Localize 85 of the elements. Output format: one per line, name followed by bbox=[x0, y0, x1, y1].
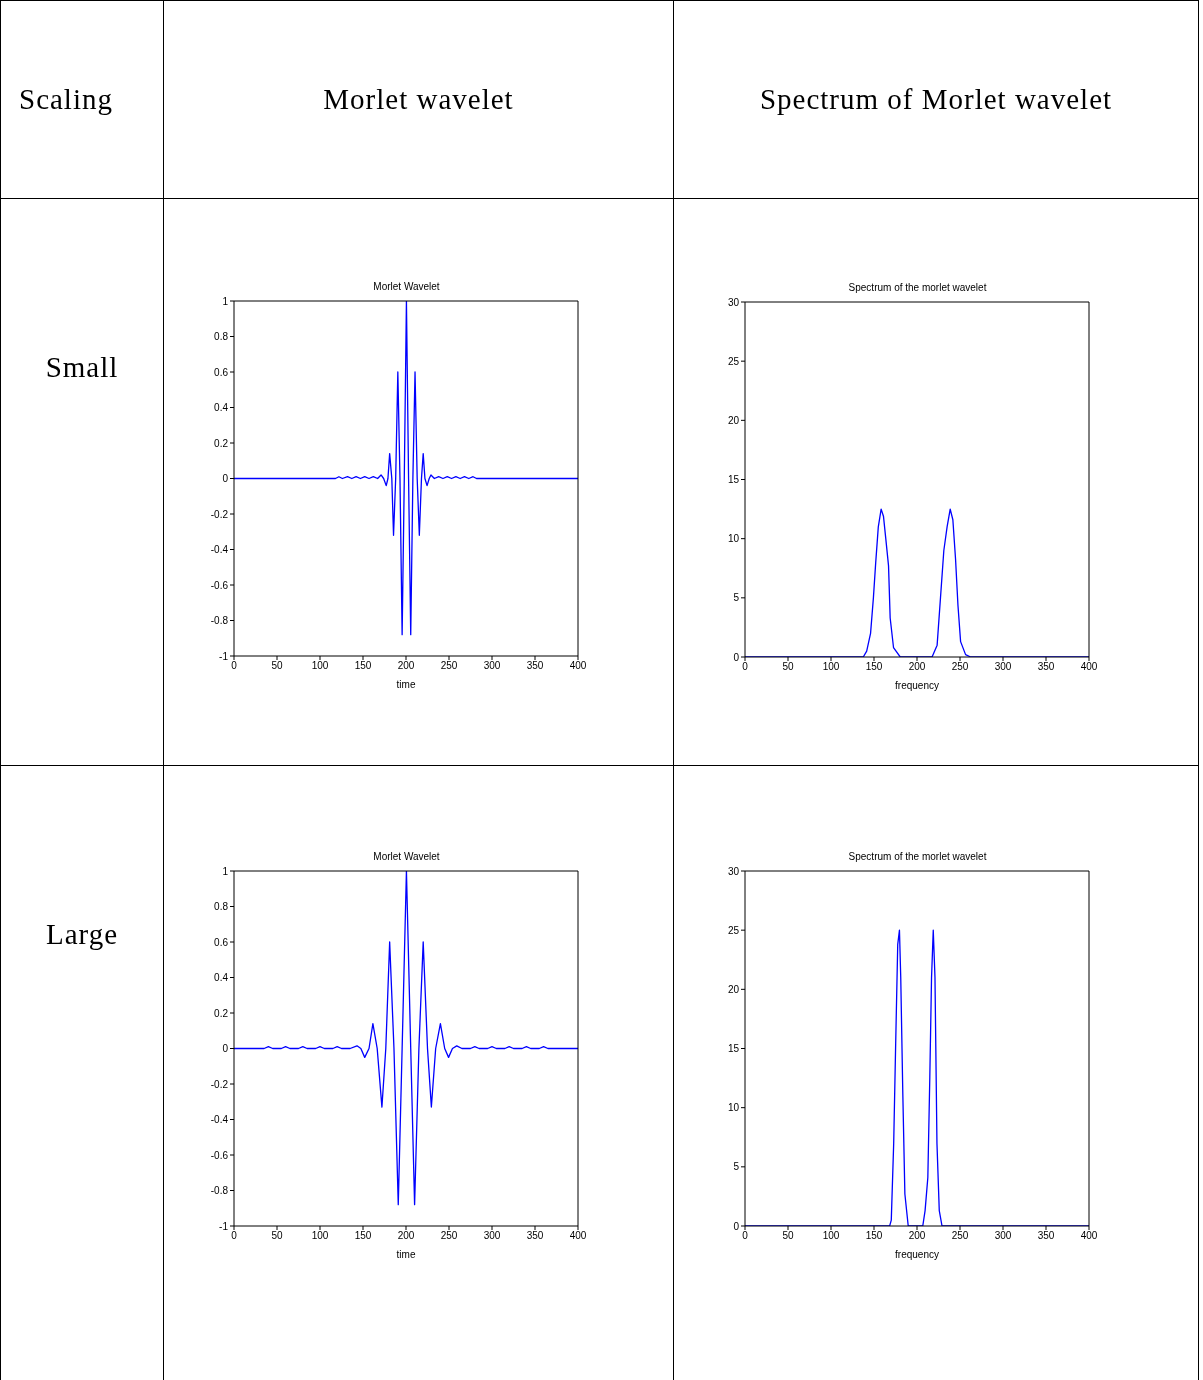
x-tick-label: 100 bbox=[822, 661, 840, 673]
x-tick-label: 300 bbox=[994, 661, 1012, 673]
x-tick-label: 200 bbox=[908, 661, 926, 673]
x-tick-label: 150 bbox=[865, 661, 883, 673]
y-tick-label: 20 bbox=[727, 414, 740, 426]
x-tick-label: 200 bbox=[397, 660, 415, 672]
y-tick-label: 0.6 bbox=[214, 936, 229, 948]
x-tick-label: 200 bbox=[397, 1230, 415, 1242]
x-tick-label: 400 bbox=[569, 660, 587, 672]
y-tick-label: 1 bbox=[222, 865, 229, 877]
y-tick-label: 10 bbox=[727, 1102, 740, 1114]
y-tick-label: -0.4 bbox=[210, 1114, 229, 1126]
y-tick-label: 30 bbox=[727, 296, 740, 308]
x-tick-label: 400 bbox=[569, 1230, 587, 1242]
x-tick-label: 250 bbox=[951, 1230, 969, 1242]
y-tick-label: 5 bbox=[733, 1161, 740, 1173]
x-tick-label: 50 bbox=[782, 661, 794, 673]
text: Spectrum of Morlet wavelet bbox=[759, 83, 1113, 116]
y-tick-label: -0.2 bbox=[210, 508, 229, 520]
y-tick-label: 1 bbox=[222, 295, 229, 307]
x-tick-label: 0 bbox=[742, 661, 749, 673]
x-tick-label: 150 bbox=[865, 1230, 883, 1242]
y-tick-label: -0.8 bbox=[210, 1185, 229, 1197]
y-tick-label: 0 bbox=[222, 473, 229, 485]
x-tick-label: 250 bbox=[440, 660, 458, 672]
y-tick-label: 0 bbox=[733, 651, 740, 663]
x-tick-label: 100 bbox=[822, 1230, 840, 1242]
x-tick-label: 0 bbox=[231, 1230, 238, 1242]
y-tick-label: 30 bbox=[727, 865, 740, 877]
x-tick-label: 350 bbox=[1037, 661, 1055, 673]
y-tick-label: -1 bbox=[219, 1220, 229, 1232]
x-axis-title: frequency bbox=[895, 1249, 939, 1260]
x-tick-label: 300 bbox=[483, 660, 501, 672]
y-tick-label: 20 bbox=[727, 983, 740, 995]
y-tick-label: -0.4 bbox=[210, 544, 229, 556]
y-tick-label: 0 bbox=[222, 1043, 229, 1055]
y-tick-label: 5 bbox=[733, 592, 740, 604]
x-tick-label: 100 bbox=[311, 660, 329, 672]
y-tick-label: 0.4 bbox=[214, 972, 229, 984]
x-axis-title: time bbox=[396, 1249, 416, 1260]
chart-title: Spectrum of the morlet wavelet bbox=[847, 282, 988, 295]
y-tick-label: 0.6 bbox=[214, 366, 229, 378]
y-tick-label: 0.2 bbox=[214, 1007, 229, 1019]
y-tick-label: 0.8 bbox=[214, 901, 229, 913]
x-tick-label: 250 bbox=[440, 1230, 458, 1242]
y-tick-label: 15 bbox=[727, 474, 740, 486]
x-tick-label: 400 bbox=[1080, 661, 1098, 673]
y-tick-label: 0 bbox=[733, 1220, 740, 1232]
chart-title: Spectrum of the morlet wavelet bbox=[847, 851, 988, 864]
y-tick-label: 15 bbox=[727, 1043, 740, 1055]
x-tick-label: 0 bbox=[231, 660, 238, 672]
x-tick-label: 100 bbox=[311, 1230, 329, 1242]
x-tick-label: 400 bbox=[1080, 1230, 1098, 1242]
x-axis-title: frequency bbox=[895, 680, 939, 691]
x-tick-label: 50 bbox=[782, 1230, 794, 1242]
y-tick-label: -0.6 bbox=[210, 1149, 229, 1161]
x-tick-label: 0 bbox=[742, 1230, 749, 1242]
y-tick-label: -0.2 bbox=[210, 1078, 229, 1090]
y-tick-label: -1 bbox=[219, 650, 229, 662]
text: Large bbox=[45, 918, 119, 951]
text: Scaling bbox=[19, 83, 113, 116]
chart-title: Morlet Wavelet bbox=[372, 851, 441, 864]
y-tick-label: -0.8 bbox=[210, 615, 229, 627]
y-tick-label: 25 bbox=[727, 355, 740, 367]
x-tick-label: 350 bbox=[526, 1230, 544, 1242]
x-tick-label: 50 bbox=[271, 1230, 283, 1242]
text: Small bbox=[45, 351, 119, 384]
x-tick-label: 150 bbox=[354, 660, 372, 672]
y-tick-label: 10 bbox=[727, 533, 740, 545]
y-tick-label: 25 bbox=[727, 924, 740, 936]
y-tick-label: 0.8 bbox=[214, 331, 229, 343]
y-tick-label: 0.2 bbox=[214, 437, 229, 449]
x-tick-label: 300 bbox=[994, 1230, 1012, 1242]
x-tick-label: 50 bbox=[271, 660, 283, 672]
x-tick-label: 350 bbox=[1037, 1230, 1055, 1242]
x-tick-label: 250 bbox=[951, 661, 969, 673]
text: Morlet wavelet bbox=[323, 83, 514, 116]
y-tick-label: -0.6 bbox=[210, 579, 229, 591]
chart-title: Morlet Wavelet bbox=[372, 281, 441, 294]
x-tick-label: 300 bbox=[483, 1230, 501, 1242]
x-tick-label: 150 bbox=[354, 1230, 372, 1242]
x-axis-title: time bbox=[396, 679, 416, 690]
x-tick-label: 200 bbox=[908, 1230, 926, 1242]
x-tick-label: 350 bbox=[526, 660, 544, 672]
y-tick-label: 0.4 bbox=[214, 402, 229, 414]
